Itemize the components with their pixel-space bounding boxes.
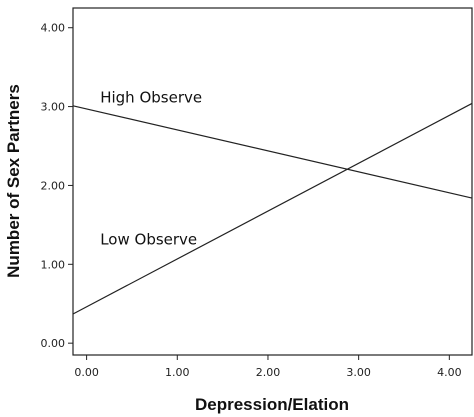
x-axis-title: Depression/Elation	[195, 395, 349, 414]
y-axis-title: Number of Sex Partners	[4, 84, 23, 278]
x-tick-label: 2.00	[256, 366, 281, 379]
plot-area	[72, 7, 473, 356]
x-tick-label: 0.00	[74, 366, 99, 379]
y-tick-label: 0.00	[41, 337, 66, 350]
y-tick-label: 3.00	[41, 101, 66, 114]
y-tick-label: 2.00	[41, 179, 66, 192]
y-tick-label: 4.00	[41, 22, 66, 35]
x-tick-label: 1.00	[165, 366, 190, 379]
series-lines	[72, 102, 473, 315]
low-observe-line	[72, 102, 473, 315]
low-observe-label: Low Observe	[100, 231, 197, 249]
high-observe-label: High Observe	[100, 89, 202, 107]
x-tick-label: 4.00	[437, 366, 462, 379]
high-observe-line	[72, 105, 473, 199]
series-labels: High Observe Low Observe	[100, 89, 202, 249]
x-tick-label: 3.00	[346, 366, 371, 379]
y-tick-label: 1.00	[41, 258, 66, 271]
y-axis-ticks: 0.00 1.00 2.00 3.00 4.00	[41, 22, 73, 350]
x-axis-ticks: 0.00 1.00 2.00 3.00 4.00	[74, 355, 462, 379]
